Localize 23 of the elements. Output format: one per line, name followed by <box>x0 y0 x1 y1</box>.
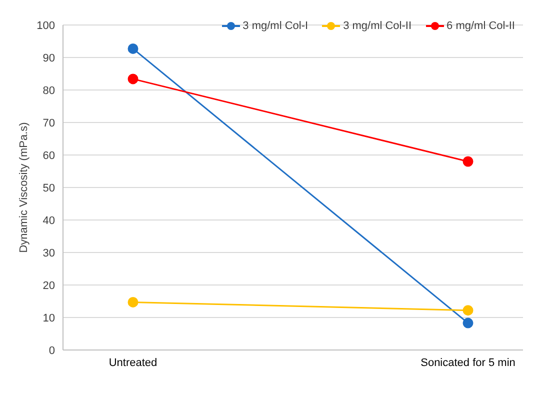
y-tick-label: 60 <box>42 150 55 162</box>
y-tick-label: 10 <box>42 312 55 324</box>
point <box>462 156 474 167</box>
point <box>462 305 474 316</box>
y-tick-label: 80 <box>42 84 55 97</box>
y-tick-label: 90 <box>42 52 55 64</box>
legend-label: 3 mg/ml Col-I <box>242 20 308 32</box>
y-tick-label: 30 <box>42 247 55 260</box>
y-tick-label: 100 <box>36 20 55 32</box>
point <box>128 296 138 308</box>
y-tick-label: 70 <box>42 117 55 130</box>
legend-label: 6 mg/ml Col-II <box>446 20 515 32</box>
y-axis-title: Dynamic Viscosity (mPa.s) <box>18 122 30 253</box>
y-tick-label: 40 <box>42 214 55 227</box>
legend-label: 3 mg/ml Col-II <box>343 20 412 32</box>
x-tick-label: Untreated <box>108 356 158 369</box>
point <box>128 43 138 54</box>
point <box>462 318 474 328</box>
y-tick-label: 50 <box>42 182 55 194</box>
point <box>128 74 138 84</box>
y-tick-label: 0 <box>48 344 55 357</box>
y-tick-label: 20 <box>42 280 55 292</box>
x-tick-label: Sonicated for 5 min <box>420 356 516 369</box>
